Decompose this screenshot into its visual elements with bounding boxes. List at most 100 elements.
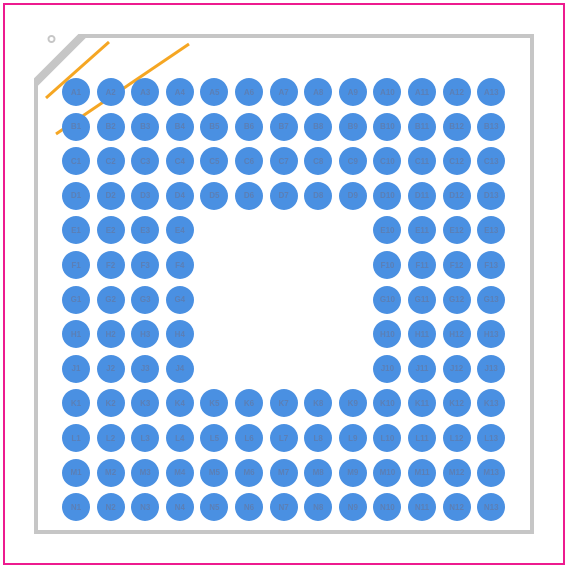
bga-ball: C2 <box>97 147 125 175</box>
bga-ball: B10 <box>373 113 401 141</box>
bga-ball: B5 <box>200 113 228 141</box>
bga-ball: D3 <box>131 182 159 210</box>
bga-ball: M4 <box>166 459 194 487</box>
bga-ball: N11 <box>408 493 436 521</box>
bga-ball: M2 <box>97 459 125 487</box>
bga-ball: B8 <box>304 113 332 141</box>
bga-ball: N2 <box>97 493 125 521</box>
bga-ball: C12 <box>443 147 471 175</box>
bga-ball: B4 <box>166 113 194 141</box>
bga-ball: A9 <box>339 78 367 106</box>
bga-ball: D6 <box>235 182 263 210</box>
bga-ball: G12 <box>443 286 471 314</box>
bga-ball: L3 <box>131 424 159 452</box>
bga-ball: L13 <box>477 424 505 452</box>
bga-ball: M11 <box>408 459 436 487</box>
bga-ball: A1 <box>62 78 90 106</box>
bga-ball: G4 <box>166 286 194 314</box>
bga-ball: A4 <box>166 78 194 106</box>
bga-ball: B3 <box>131 113 159 141</box>
bga-ball: J3 <box>131 355 159 383</box>
bga-ball: C11 <box>408 147 436 175</box>
bga-ball: J12 <box>443 355 471 383</box>
bga-ball: K7 <box>270 389 298 417</box>
bga-ball: G2 <box>97 286 125 314</box>
bga-ball: D11 <box>408 182 436 210</box>
bga-ball: G11 <box>408 286 436 314</box>
bga-ball: M1 <box>62 459 90 487</box>
bga-ball: B6 <box>235 113 263 141</box>
bga-ball: H4 <box>166 320 194 348</box>
bga-ball: D5 <box>200 182 228 210</box>
bga-ball: J1 <box>62 355 90 383</box>
bga-ball: J4 <box>166 355 194 383</box>
bga-ball: G3 <box>131 286 159 314</box>
bga-ball: J11 <box>408 355 436 383</box>
bga-ball: H2 <box>97 320 125 348</box>
bga-ball: C4 <box>166 147 194 175</box>
bga-ball: F3 <box>131 251 159 279</box>
bga-ball: A2 <box>97 78 125 106</box>
bga-ball: D13 <box>477 182 505 210</box>
bga-ball: D2 <box>97 182 125 210</box>
bga-ball: L7 <box>270 424 298 452</box>
bga-ball: L12 <box>443 424 471 452</box>
bga-ball: N7 <box>270 493 298 521</box>
bga-ball: G1 <box>62 286 90 314</box>
bga-ball: K4 <box>166 389 194 417</box>
bga-ball: H12 <box>443 320 471 348</box>
bga-ball: D9 <box>339 182 367 210</box>
bga-ball: K9 <box>339 389 367 417</box>
bga-ball: B2 <box>97 113 125 141</box>
bga-ball: D12 <box>443 182 471 210</box>
bga-ball: D7 <box>270 182 298 210</box>
bga-ball: B11 <box>408 113 436 141</box>
bga-ball: A3 <box>131 78 159 106</box>
bga-ball: B13 <box>477 113 505 141</box>
bga-ball: A8 <box>304 78 332 106</box>
bga-ball: D10 <box>373 182 401 210</box>
bga-ball: M7 <box>270 459 298 487</box>
bga-ball: H11 <box>408 320 436 348</box>
bga-ball: M8 <box>304 459 332 487</box>
bga-ball: L11 <box>408 424 436 452</box>
bga-ball: C6 <box>235 147 263 175</box>
bga-ball: N1 <box>62 493 90 521</box>
bga-ball: M13 <box>477 459 505 487</box>
bga-ball: C1 <box>62 147 90 175</box>
bga-ball: M9 <box>339 459 367 487</box>
bga-ball: J10 <box>373 355 401 383</box>
bga-ball: B12 <box>443 113 471 141</box>
bga-ball: D8 <box>304 182 332 210</box>
bga-ball: C9 <box>339 147 367 175</box>
bga-ball: F13 <box>477 251 505 279</box>
bga-ball: L1 <box>62 424 90 452</box>
bga-ball: L6 <box>235 424 263 452</box>
bga-ball: N9 <box>339 493 367 521</box>
bga-ball: F1 <box>62 251 90 279</box>
bga-ball: E4 <box>166 216 194 244</box>
bga-ball: F2 <box>97 251 125 279</box>
bga-ball: N4 <box>166 493 194 521</box>
bga-ball: M6 <box>235 459 263 487</box>
bga-ball: K2 <box>97 389 125 417</box>
bga-ball: L8 <box>304 424 332 452</box>
bga-ball: M10 <box>373 459 401 487</box>
bga-ball: D4 <box>166 182 194 210</box>
bga-ball: J13 <box>477 355 505 383</box>
bga-ball: K12 <box>443 389 471 417</box>
bga-ball: A6 <box>235 78 263 106</box>
bga-ball: B1 <box>62 113 90 141</box>
bga-ball: B7 <box>270 113 298 141</box>
bga-ball: G10 <box>373 286 401 314</box>
bga-ball: F11 <box>408 251 436 279</box>
bga-ball: C7 <box>270 147 298 175</box>
bga-ball: F4 <box>166 251 194 279</box>
bga-ball: B9 <box>339 113 367 141</box>
bga-ball: M12 <box>443 459 471 487</box>
bga-ball: A11 <box>408 78 436 106</box>
bga-ball: L4 <box>166 424 194 452</box>
bga-ball: E2 <box>97 216 125 244</box>
bga-ball: A13 <box>477 78 505 106</box>
bga-ball: J2 <box>97 355 125 383</box>
